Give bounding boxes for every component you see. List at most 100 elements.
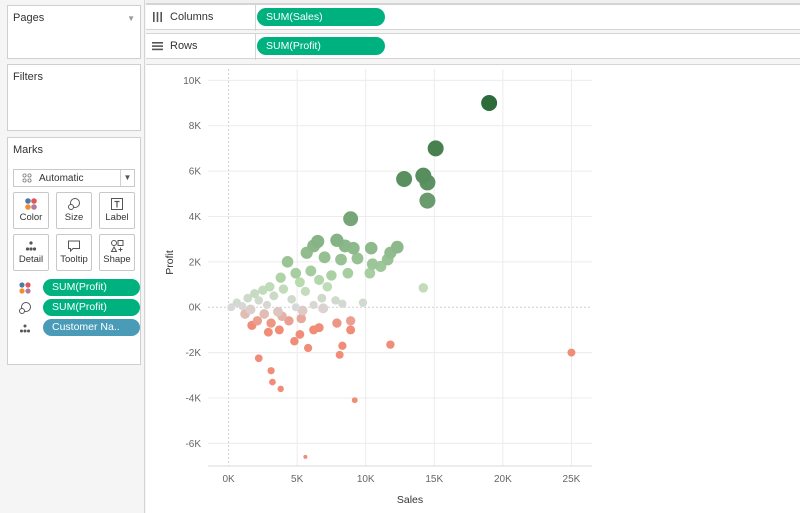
scatter-point[interactable] (290, 336, 299, 346)
scatter-point[interactable] (338, 341, 347, 350)
rows-label: Rows (170, 40, 198, 52)
scatter-point[interactable] (351, 252, 364, 265)
size-button[interactable]: Size (56, 192, 92, 229)
scatter-point[interactable] (338, 299, 347, 308)
scatter-point[interactable] (284, 316, 294, 326)
scatter-point[interactable] (273, 306, 283, 317)
scatter-point[interactable] (317, 293, 327, 303)
scatter-point[interactable] (267, 367, 275, 375)
scatter-point[interactable] (259, 309, 270, 319)
scatter-point[interactable] (294, 277, 305, 288)
scatter-point[interactable] (290, 267, 302, 279)
scatter-point[interactable] (364, 267, 376, 279)
size-icon (68, 198, 80, 210)
scatter-point[interactable] (309, 300, 318, 310)
scatter-point[interactable] (342, 267, 354, 279)
pages-shelf[interactable]: Pages ▼ (7, 5, 141, 59)
scatter-point[interactable] (281, 256, 294, 268)
scatter-point[interactable] (314, 274, 325, 286)
rows-pill[interactable]: SUM(Profit) (257, 37, 385, 55)
scatter-point[interactable] (419, 192, 436, 209)
scatter-point[interactable] (287, 294, 296, 304)
scatter-point[interactable] (335, 350, 344, 359)
scatter-point[interactable] (326, 270, 337, 281)
scatter-point[interactable] (269, 378, 276, 386)
marks-title: Marks (13, 144, 43, 156)
scatter-point[interactable] (415, 167, 432, 184)
tooltip-button[interactable]: Tooltip (56, 234, 92, 271)
scatter-point[interactable] (346, 325, 356, 335)
scatter-point[interactable] (297, 305, 308, 316)
scatter-point[interactable] (254, 296, 264, 305)
scatter-point[interactable] (245, 304, 256, 315)
scatter-point[interactable] (303, 454, 308, 459)
columns-shelf[interactable]: Columns SUM(Sales) (146, 4, 800, 31)
scatter-point[interactable] (269, 291, 279, 301)
label-button[interactable]: Label (99, 192, 135, 229)
scatter-point[interactable] (322, 281, 333, 292)
scatter-point[interactable] (332, 318, 342, 328)
scatter-point[interactable] (304, 343, 313, 353)
scatter-point[interactable] (314, 323, 324, 333)
scatter-point[interactable] (275, 272, 286, 283)
filters-shelf[interactable]: Filters (7, 64, 141, 131)
scatter-point[interactable] (263, 327, 273, 337)
scatter-point[interactable] (311, 234, 325, 248)
scatter-point[interactable] (330, 233, 344, 247)
color-encoding[interactable]: SUM(Profit) (18, 279, 140, 296)
scatter-point[interactable] (567, 348, 576, 357)
scatter-point[interactable] (254, 354, 263, 363)
detail-encoding[interactable]: Customer Na.. (18, 319, 140, 336)
scatter-point[interactable] (227, 303, 236, 312)
scatter-point[interactable] (386, 340, 395, 349)
color-encoding-pill[interactable]: SUM(Profit) (43, 279, 140, 296)
scatter-point[interactable] (243, 293, 253, 303)
scatter-point[interactable] (277, 385, 284, 393)
scatter-point[interactable] (318, 251, 331, 264)
size-encoding[interactable]: SUM(Profit) (18, 299, 140, 316)
shape-button[interactable]: Shape (99, 234, 135, 271)
scatter-point[interactable] (364, 241, 378, 255)
scatter-point[interactable] (331, 296, 340, 305)
scatter-point[interactable] (296, 313, 307, 324)
scatter-point[interactable] (390, 240, 404, 254)
rows-shelf[interactable]: Rows SUM(Profit) (146, 33, 800, 60)
columns-pill[interactable]: SUM(Sales) (257, 8, 385, 26)
mark-type-dropdown[interactable]: Automatic ▼ (13, 169, 135, 187)
scatter-point[interactable] (481, 95, 498, 112)
scatter-point[interactable] (345, 316, 356, 326)
detail-encoding-pill[interactable]: Customer Na.. (43, 319, 140, 336)
shape-icon (110, 240, 124, 252)
y-tick-label: 10K (183, 76, 201, 87)
scatter-point[interactable] (266, 318, 276, 328)
scatter-point[interactable] (396, 171, 413, 188)
scatter-point[interactable] (418, 283, 429, 293)
scatter-point[interactable] (300, 286, 310, 296)
detail-button[interactable]: Detail (13, 234, 49, 271)
chevron-down-icon[interactable]: ▼ (120, 170, 134, 186)
scatter-point[interactable] (262, 300, 272, 310)
scatter-point[interactable] (291, 303, 300, 312)
scatter-point[interactable] (318, 303, 329, 314)
rows-shelf-label: Rows (146, 34, 256, 60)
scatter-point[interactable] (366, 258, 379, 270)
scatter-point[interactable] (427, 140, 444, 157)
scatter-point[interactable] (252, 316, 263, 326)
scatter-point[interactable] (250, 289, 260, 299)
scatter-point[interactable] (295, 330, 305, 339)
size-encoding-pill[interactable]: SUM(Profit) (43, 299, 140, 316)
color-button[interactable]: Color (13, 192, 49, 229)
viz-canvas[interactable]: 0K 5K 10K 15K 20K 25K -6K -4K -2K 0K 2K 4K 6K 8K 10K Sa… (146, 64, 800, 513)
scatter-point[interactable] (232, 298, 241, 307)
scatter-plot[interactable]: 0K 5K 10K 15K 20K 25K -6K -4K -2K 0K 2K 4K 6K 8K 10K Sa… (146, 65, 800, 513)
scatter-point[interactable] (351, 397, 358, 404)
scatter-point[interactable] (335, 253, 347, 266)
chevron-down-icon[interactable]: ▼ (127, 14, 135, 23)
scatter-point[interactable] (358, 298, 368, 307)
scatter-point[interactable] (278, 284, 289, 294)
scatter-point[interactable] (343, 211, 359, 227)
scatter-point[interactable] (264, 281, 275, 292)
scatter-point[interactable] (274, 325, 284, 335)
scatter-point[interactable] (305, 265, 317, 277)
toolbar-strip (146, 0, 800, 4)
